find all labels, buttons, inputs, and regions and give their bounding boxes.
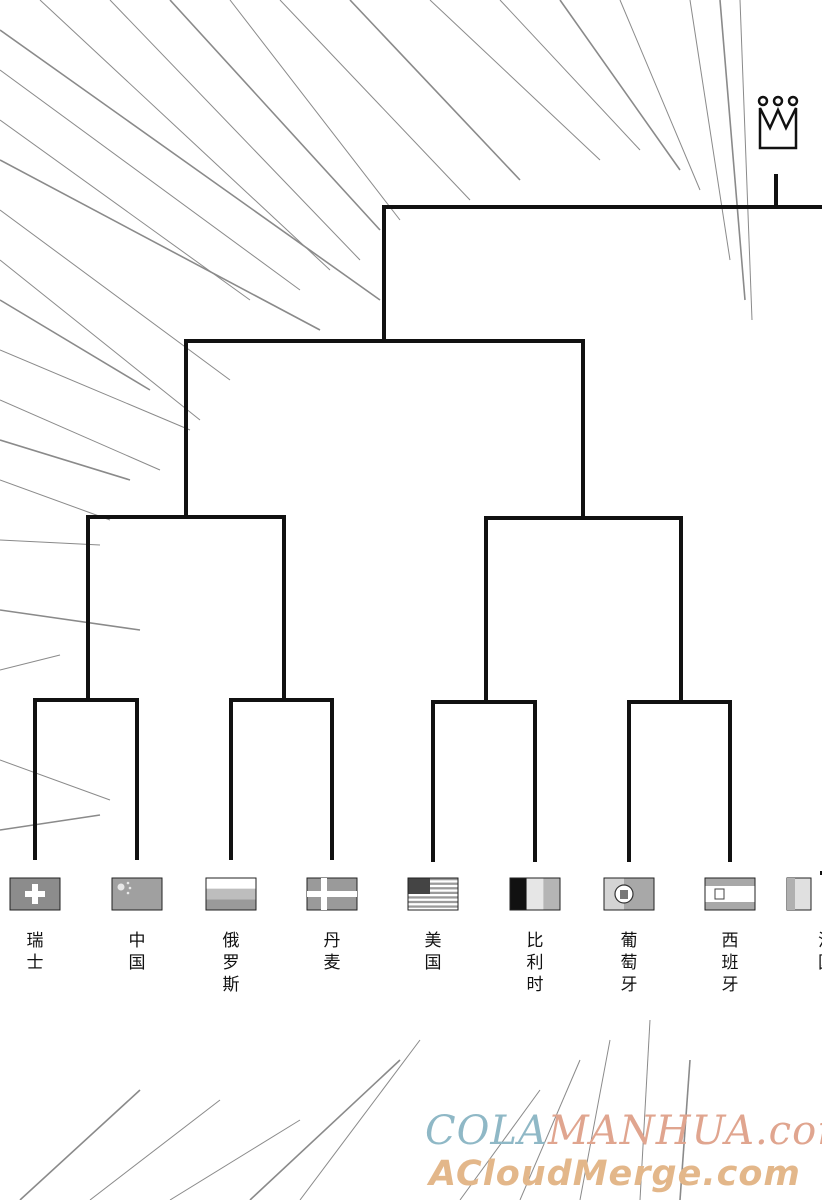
speed-line [0, 479, 111, 521]
team-label-spain: 西班牙 [721, 931, 739, 995]
speed-line [0, 349, 191, 431]
team-label-belgium: 比利时 [526, 931, 544, 995]
bracket-lines [33, 174, 822, 875]
bracket-line [33, 698, 139, 860]
flag-switzerland-icon [9, 877, 61, 911]
speed-line [719, 0, 746, 301]
watermark-manhua: MANHUA.com [547, 1108, 822, 1154]
team-flags [9, 877, 812, 911]
speed-line [459, 1089, 541, 1200]
speed-line [0, 654, 61, 671]
speed-line [0, 259, 201, 421]
speed-line [109, 0, 361, 261]
speed-line [429, 0, 601, 161]
flag-france-partial-icon [786, 877, 812, 911]
speed-lines-background [0, 0, 753, 1200]
speed-line [299, 1039, 421, 1200]
team-label-denmark: 丹麦 [323, 931, 341, 973]
watermark-line1: COLAMANHUA.com [425, 1108, 822, 1154]
team-label-usa: 美国 [424, 931, 442, 973]
team-label-switzerland: 瑞士 [26, 931, 44, 973]
speed-line [279, 0, 471, 201]
team-label-portugal: 葡萄牙 [620, 931, 638, 995]
speed-line [0, 439, 131, 481]
bracket-line [184, 339, 585, 519]
speed-line [619, 0, 701, 191]
site-watermark: COLAMANHUA.com ACloudMerge.com [425, 1108, 822, 1200]
speed-line [579, 1039, 611, 1200]
speed-line [169, 1119, 301, 1200]
team-label-france-partial: 法国 [818, 930, 822, 974]
speed-line [0, 759, 111, 801]
speed-line [0, 539, 101, 546]
watermark-cola: COLA [425, 1108, 548, 1154]
speed-line [499, 0, 641, 151]
speed-line [0, 69, 301, 291]
team-label-russia: 俄罗斯 [222, 931, 240, 995]
speed-line [559, 0, 681, 171]
flag-denmark-icon [306, 877, 358, 911]
crown-icon [757, 95, 799, 150]
speed-line [689, 0, 731, 261]
bracket-line [382, 205, 822, 342]
speed-line [249, 1059, 401, 1200]
speed-line [0, 814, 101, 831]
team-label-china: 中国 [128, 931, 146, 973]
flag-portugal-icon [603, 877, 655, 911]
speed-line [679, 1059, 691, 1200]
flag-usa-icon [407, 877, 459, 911]
speed-line [739, 0, 753, 321]
flag-russia-icon [205, 877, 257, 911]
bracket-line [484, 516, 683, 702]
flag-spain-icon [704, 877, 756, 911]
speed-line [0, 399, 161, 471]
speed-line [0, 209, 231, 381]
speed-line [0, 29, 381, 301]
speed-line [39, 0, 331, 271]
bracket-line [431, 700, 537, 862]
speed-line [0, 609, 141, 631]
speed-line [0, 159, 321, 331]
speed-line [89, 1099, 221, 1200]
bracket-line [229, 698, 334, 860]
speed-line [519, 1059, 581, 1200]
flag-china-icon [111, 877, 163, 911]
speed-line [229, 0, 401, 221]
flag-belgium-icon [509, 877, 561, 911]
bracket-line [627, 700, 732, 862]
speed-line [639, 1019, 651, 1200]
speed-line [19, 1089, 141, 1200]
speed-line [349, 0, 521, 181]
bracket-line [86, 515, 286, 700]
speed-line [169, 0, 381, 231]
speed-line [0, 299, 151, 391]
watermark-line2: ACloudMerge.com [429, 1154, 801, 1194]
